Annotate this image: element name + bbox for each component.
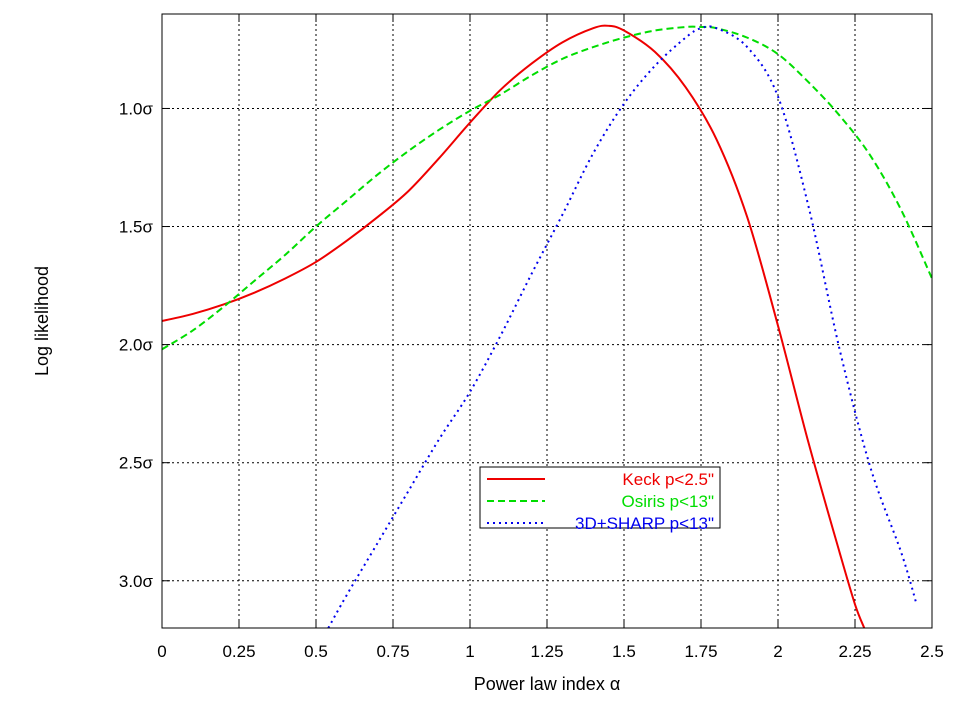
x-tick-label: 1 — [465, 642, 474, 661]
y-tick-label: 1.5σ — [119, 218, 154, 237]
x-tick-label: 2.5 — [920, 642, 944, 661]
x-tick-label: 0 — [157, 642, 166, 661]
x-tick-label: 0.25 — [222, 642, 255, 661]
grid — [162, 14, 932, 628]
series-line-keck-p-2-5 — [162, 24, 866, 628]
series-lines — [162, 24, 932, 628]
y-tick-label: 3.0σ — [119, 572, 154, 591]
y-tick-label: 1.0σ — [119, 99, 154, 118]
x-axis-title: Power law index α — [474, 674, 620, 694]
x-tick-label: 1.5 — [612, 642, 636, 661]
y-tick-label: 2.0σ — [119, 336, 154, 355]
y-tick-label: 2.5σ — [119, 454, 154, 473]
legend-label: 3D+SHARP p<13" — [575, 514, 714, 533]
x-tick-label: 2 — [773, 642, 782, 661]
x-tick-label: 0.5 — [304, 642, 328, 661]
legend-label: Keck p<2.5" — [622, 470, 714, 489]
x-tick-label: 2.25 — [838, 642, 871, 661]
y-axis-title: Log likelihood — [32, 266, 52, 376]
series-line-osiris-p-13 — [162, 25, 932, 351]
legend-label: Osiris p<13" — [622, 492, 715, 511]
legend: Keck p<2.5" Osiris p<13" 3D+SHARP p<13" — [479, 466, 721, 533]
x-tick-label: 1.25 — [530, 642, 563, 661]
axis-ticks: 0 0.25 0.5 0.75 1 1.25 1.5 1.75 2 2.25 2.5 1.0σ 1.5σ… — [119, 14, 944, 661]
legend-box — [479, 466, 721, 529]
x-tick-label: 0.75 — [376, 642, 409, 661]
x-tick-label: 1.75 — [684, 642, 717, 661]
series-line-3d-sharp-p-13 — [327, 25, 918, 628]
